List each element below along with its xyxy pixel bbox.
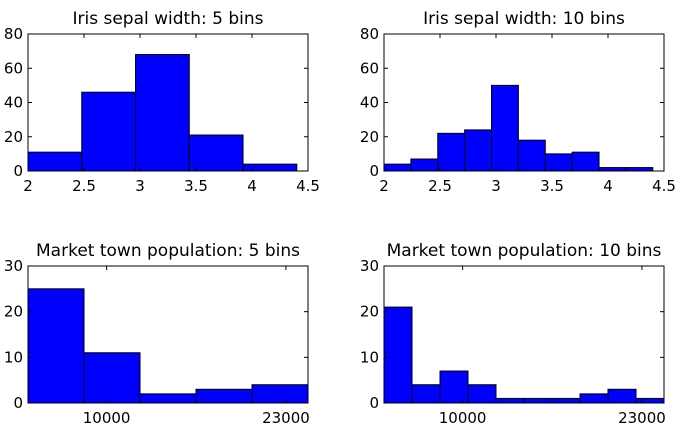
chart-title: Iris sepal width: 10 bins — [423, 9, 625, 29]
histogram-bar — [517, 139, 546, 172]
x-tick-label: 2.5 — [72, 177, 96, 195]
y-tick-label: 60 — [4, 59, 23, 77]
y-tick-label: 30 — [4, 257, 23, 275]
y-tick-label: 60 — [360, 59, 379, 77]
x-tick-label: 4 — [603, 177, 613, 195]
histogram-bar — [242, 163, 298, 172]
x-tick-label: 4.5 — [296, 177, 320, 195]
histogram-bar — [27, 288, 85, 404]
y-tick-label: 0 — [13, 394, 23, 412]
x-tick-label: 23000 — [618, 409, 666, 427]
histogram-bar — [383, 306, 413, 404]
y-tick-label: 20 — [360, 303, 379, 321]
y-tick-label: 0 — [369, 394, 379, 412]
x-tick-label: 10000 — [439, 409, 487, 427]
histogram-bar — [27, 151, 83, 172]
y-tick-label: 0 — [369, 162, 379, 180]
chart-title: Market town population: 10 bins — [387, 241, 662, 261]
chart-panel-2: Iris sepal width: 10 bins 2 2.5 3 3.5 4 4.5 0 20… — [360, 9, 676, 195]
chart-panel-4: Market town population: 10 bins 10000 2300… — [360, 241, 666, 427]
x-tick-label: 2.5 — [428, 177, 452, 195]
y-tick-label: 10 — [4, 348, 23, 366]
x-tick-label: 3.5 — [184, 177, 208, 195]
y-tick-label: 40 — [360, 94, 379, 112]
y-tick-label: 20 — [4, 128, 23, 146]
histogram-bar — [625, 167, 654, 172]
histogram-bar — [635, 397, 665, 404]
x-tick-label: 2 — [23, 177, 33, 195]
chart-title: Market town population: 5 bins — [36, 241, 300, 261]
histogram-bar — [439, 370, 469, 404]
x-tick-label: 3.5 — [540, 177, 564, 195]
histogram-bar — [467, 384, 497, 404]
histogram-bar — [491, 84, 519, 172]
y-tick-label: 80 — [360, 25, 379, 43]
histogram-bar — [411, 384, 441, 404]
histogram-bar — [607, 388, 637, 404]
histogram-bar — [195, 388, 253, 404]
y-tick-label: 10 — [360, 348, 379, 366]
x-tick-label: 4.5 — [652, 177, 676, 195]
y-tick-label: 40 — [4, 94, 23, 112]
chart-panel-1: Iris sepal width: 5 bins 2 2.5 3 3.5 4 4.5 0 20 4… — [4, 9, 320, 195]
x-tick-label: 3 — [135, 177, 145, 195]
axes-frame — [383, 265, 665, 404]
histogram-bar — [251, 384, 309, 404]
histogram-bar — [410, 158, 439, 172]
histogram-bar — [571, 151, 600, 172]
x-tick-label: 4 — [247, 177, 257, 195]
histogram-bar — [495, 397, 525, 404]
chart-title: Iris sepal width: 5 bins — [73, 9, 264, 29]
histogram-bar — [523, 397, 553, 404]
y-tick-label: 30 — [360, 257, 379, 275]
histogram-bar — [544, 153, 573, 172]
histogram-bar — [579, 393, 609, 404]
y-tick-label: 0 — [13, 162, 23, 180]
y-tick-label: 20 — [360, 128, 379, 146]
histogram-bar — [83, 352, 141, 404]
histogram-bar — [383, 163, 412, 172]
histogram-bar — [135, 54, 190, 172]
histogram-bar — [139, 393, 197, 404]
x-tick-label: 23000 — [262, 409, 310, 427]
x-tick-label: 10000 — [83, 409, 131, 427]
histogram-bar — [188, 134, 244, 172]
y-tick-label: 20 — [4, 303, 23, 321]
x-tick-label: 2 — [379, 177, 389, 195]
x-tick-label: 3 — [491, 177, 501, 195]
histogram-bar — [464, 129, 493, 172]
y-tick-label: 80 — [4, 25, 23, 43]
axes-frame — [27, 265, 309, 404]
histogram-bar — [437, 132, 466, 172]
histogram-bar — [81, 91, 137, 172]
histogram-bar — [598, 167, 627, 172]
histogram-bar — [551, 397, 581, 404]
chart-panel-3: Market town population: 5 bins 10000 23000… — [4, 241, 310, 427]
